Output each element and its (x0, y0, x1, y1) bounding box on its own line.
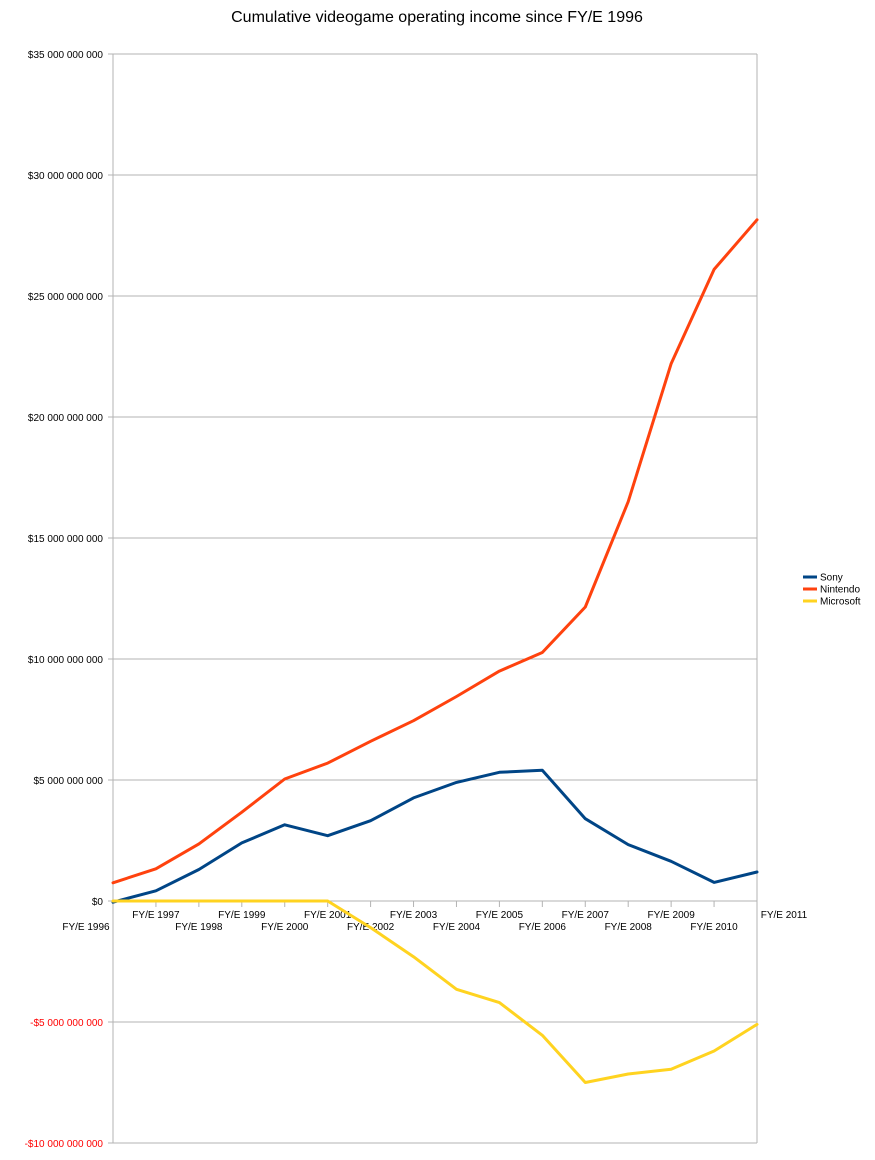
x-tick-label: FY/E 2007 (562, 910, 610, 921)
y-axis-ticks: $35 000 000 000 $30 000 000 000 $25 000 00… (25, 50, 104, 1150)
x-tick-label: FY/E 2006 (519, 922, 567, 933)
y-tick-label: $15 000 000 000 (28, 534, 104, 545)
series-line-microsoft (111, 899, 759, 1084)
x-tick-label: FY/E 1998 (175, 922, 223, 933)
x-tick-label: FY/E 1999 (218, 910, 266, 921)
y-tick-label: $0 (92, 897, 104, 908)
series-lines (111, 218, 759, 1084)
series-line-nintendo (111, 218, 759, 885)
y-tick-label: $10 000 000 000 (28, 655, 104, 666)
grid-lines (108, 53, 758, 1144)
y-tick-label: $5 000 000 000 (33, 776, 103, 787)
x-tick-label: FY/E 2001 (304, 910, 352, 921)
x-tick-label: FY/E 2008 (605, 922, 653, 933)
x-tick-label: FY/E 2003 (390, 910, 438, 921)
x-tick-label: FY/E 1997 (132, 910, 180, 921)
y-tick-label: $20 000 000 000 (28, 413, 104, 424)
x-tick-label: FY/E 2011 (761, 910, 808, 921)
x-tick-label: FY/E 1996 (62, 922, 110, 933)
legend-label: Nintendo (820, 585, 860, 596)
series-line-sony (111, 768, 759, 904)
y-tick-label: $30 000 000 000 (28, 171, 104, 182)
x-tick-label: FY/E 2005 (476, 910, 524, 921)
legend-label: Microsoft (820, 597, 861, 608)
y-tick-label: -$10 000 000 000 (25, 1139, 104, 1150)
x-tick-label: FY/E 2000 (261, 922, 309, 933)
x-tick-label: FY/E 2010 (690, 922, 738, 933)
y-tick-label: $25 000 000 000 (28, 292, 104, 303)
y-tick-label: -$5 000 000 000 (30, 1018, 103, 1029)
legend-label: Sony (820, 573, 843, 584)
x-tick-label: FY/E 2009 (648, 910, 696, 921)
chart-title: Cumulative videogame operating income si… (231, 9, 643, 26)
y-tick-label: $35 000 000 000 (28, 50, 104, 61)
x-tick-label: FY/E 2004 (433, 922, 481, 933)
